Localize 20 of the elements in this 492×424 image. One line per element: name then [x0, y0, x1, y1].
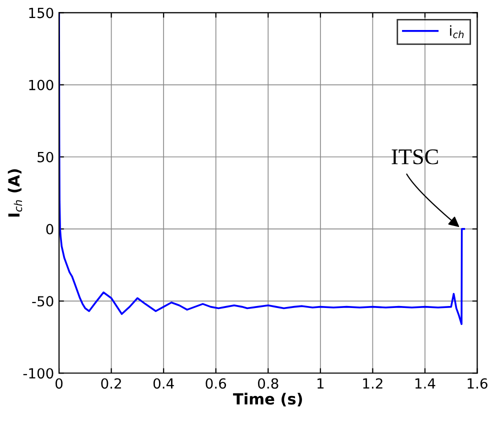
x-tick-label: 0.2: [101, 378, 121, 389]
x-axis-title: Time (s): [233, 392, 302, 406]
x-tick-label: 1.2: [363, 378, 382, 389]
legend-label: i$_{ch}$: [450, 25, 464, 38]
y-tick-label: 0: [46, 224, 54, 234]
x-tick-label: 1: [318, 378, 324, 389]
x-tick-label: 1.4: [415, 378, 436, 389]
x-tick-label: 1.6: [468, 378, 488, 389]
y-tick-label: 150: [29, 8, 54, 18]
y-tick-label: -100: [23, 368, 54, 379]
line-series: [59, 12, 466, 326]
x-tick-label: 0: [56, 378, 63, 389]
annotation: ITSC: [392, 149, 438, 164]
y-tick-label: 50: [38, 152, 54, 162]
y-axis-title: I$_{ch}$ (A): [8, 169, 22, 217]
y-tick-label: 100: [29, 80, 54, 90]
x-tick-label: 0.4: [153, 378, 174, 389]
x-tick-label: 0.8: [258, 378, 278, 389]
y-tick-label: -50: [32, 296, 54, 307]
x-tick-label: 0.6: [206, 378, 226, 389]
